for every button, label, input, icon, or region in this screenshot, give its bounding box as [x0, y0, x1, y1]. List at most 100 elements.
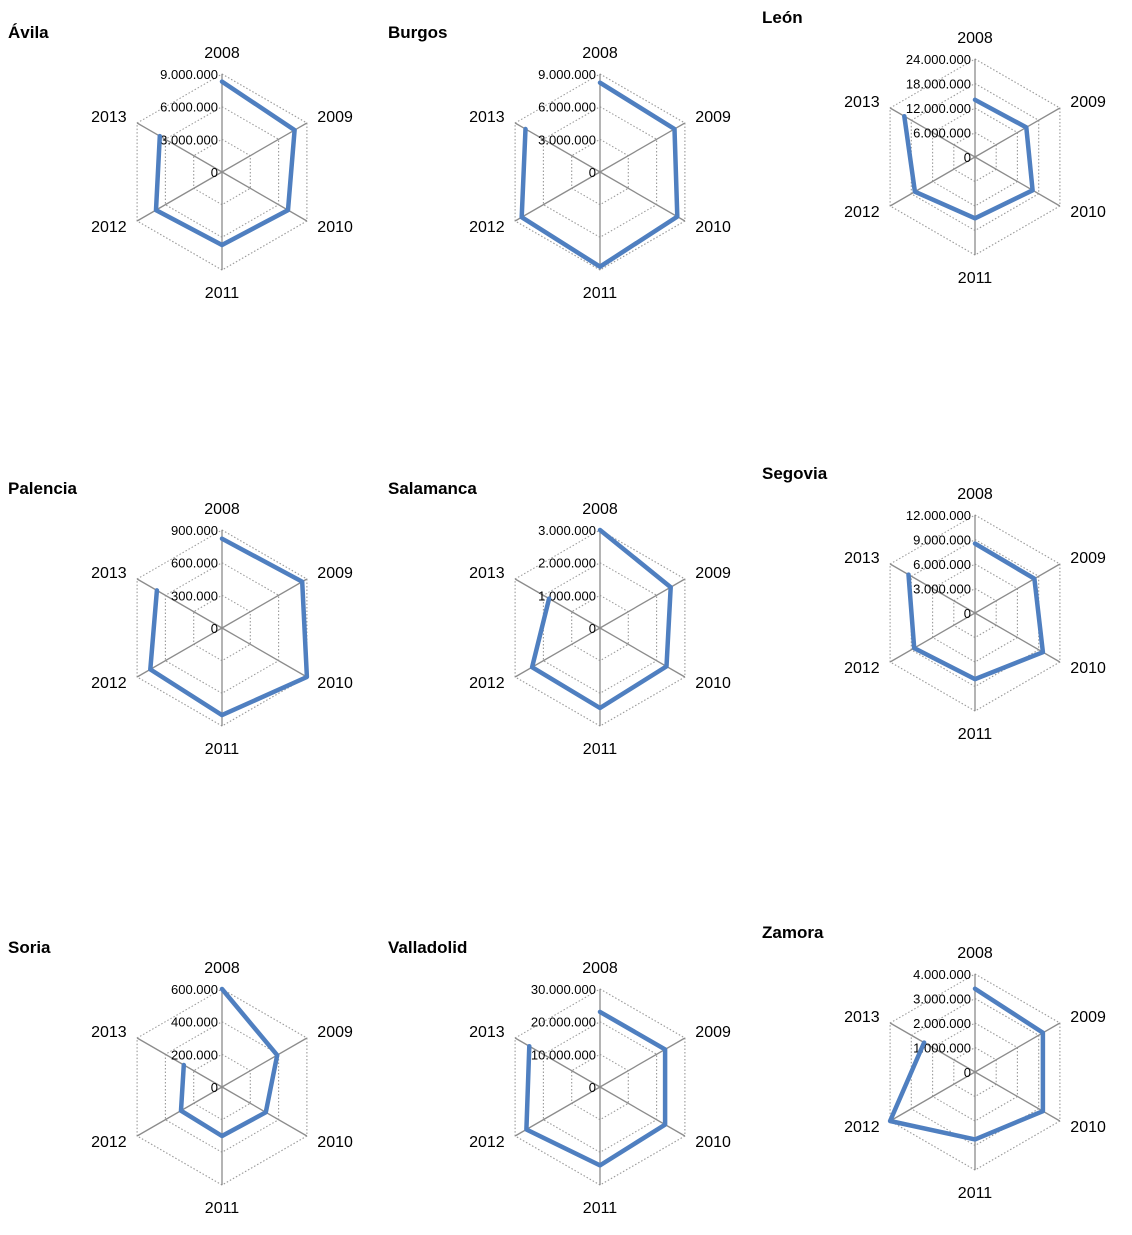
- tick-label: 4.000.000: [913, 967, 971, 982]
- tick-label: 6.000.000: [538, 100, 596, 115]
- axis-spoke: [600, 1087, 685, 1136]
- series-line: [181, 989, 277, 1136]
- axis-spoke: [515, 579, 600, 628]
- category-label: 2011: [958, 726, 993, 743]
- tick-label: 900.000: [171, 523, 218, 538]
- category-label: 2011: [205, 1200, 240, 1217]
- axis-spoke: [222, 1038, 307, 1087]
- category-label: 2013: [91, 565, 127, 582]
- tick-label: 3.000.000: [160, 132, 218, 147]
- axis-spoke: [600, 628, 685, 677]
- category-label: 2008: [582, 960, 618, 977]
- axis-spoke: [515, 172, 600, 221]
- category-label: 2009: [317, 1024, 353, 1041]
- chart-title: Zamora: [762, 923, 824, 942]
- category-label: 2008: [204, 45, 240, 62]
- category-label: 2012: [844, 660, 880, 677]
- category-label: 2011: [958, 1185, 993, 1202]
- tick-label: 600.000: [171, 982, 218, 997]
- tick-label: 30.000.000: [531, 982, 596, 997]
- radar-chart: Valladolid 0 10.000.000 20.000.000 30.000.00…: [388, 938, 731, 1217]
- chart-title: Burgos: [388, 23, 448, 42]
- chart-title: Segovia: [762, 464, 828, 483]
- axis-spoke: [137, 123, 222, 172]
- category-label: 2008: [957, 945, 993, 962]
- category-label: 2013: [91, 109, 127, 126]
- tick-label: 2.000.000: [913, 1016, 971, 1031]
- tick-label: 200.000: [171, 1047, 218, 1062]
- category-label: 2008: [957, 30, 993, 47]
- category-label: 2009: [695, 1024, 731, 1041]
- tick-label: 2.000.000: [538, 556, 596, 571]
- radar-chart: Palencia 0 300.000 600.000 900.000 2008 2009 20…: [8, 479, 353, 758]
- category-label: 2010: [1070, 1119, 1106, 1136]
- tick-label: 12.000.000: [906, 508, 971, 523]
- category-label: 2011: [583, 1200, 618, 1217]
- axis-spoke: [137, 579, 222, 628]
- category-label: 2011: [583, 741, 618, 758]
- category-label: 2012: [844, 204, 880, 221]
- chart-title: Palencia: [8, 479, 78, 498]
- tick-label: 3.000.000: [913, 992, 971, 1007]
- category-label: 2012: [91, 675, 127, 692]
- category-label: 2012: [91, 1134, 127, 1151]
- category-label: 2011: [205, 285, 240, 302]
- category-label: 2010: [317, 675, 353, 692]
- category-label: 2009: [1070, 94, 1106, 111]
- tick-label: 400.000: [171, 1015, 218, 1030]
- tick-label: 0: [211, 1080, 218, 1095]
- tick-label: 600.000: [171, 556, 218, 571]
- tick-label: 0: [589, 1080, 596, 1095]
- tick-label: 0: [589, 621, 596, 636]
- category-label: 2010: [695, 219, 731, 236]
- axis-spoke: [600, 1038, 685, 1087]
- tick-label: 6.000.000: [160, 100, 218, 115]
- category-label: 2009: [1070, 550, 1106, 567]
- category-label: 2008: [582, 501, 618, 518]
- category-label: 2013: [469, 109, 505, 126]
- category-label: 2013: [844, 1009, 880, 1026]
- radar-chart: Soria 0 200.000 400.000 600.000 2008 2009 2010 2…: [8, 938, 353, 1217]
- category-label: 2009: [695, 565, 731, 582]
- category-label: 2010: [695, 1134, 731, 1151]
- radar-chart: Zamora01.000.0002.000.0003.000.0004.000.…: [762, 923, 1106, 1202]
- tick-label: 0: [589, 165, 596, 180]
- category-label: 2010: [1070, 660, 1106, 677]
- category-label: 2008: [204, 501, 240, 518]
- tick-label: 20.000.000: [531, 1015, 596, 1030]
- tick-label: 9.000.000: [538, 67, 596, 82]
- axis-spoke: [137, 1038, 222, 1087]
- category-label: 2013: [844, 94, 880, 111]
- category-label: 2010: [317, 1134, 353, 1151]
- axis-spoke: [600, 172, 685, 221]
- tick-label: 9.000.000: [160, 67, 218, 82]
- category-label: 2011: [205, 741, 240, 758]
- category-label: 2013: [469, 1024, 505, 1041]
- tick-label: 24.000.000: [906, 52, 971, 67]
- category-label: 2011: [583, 285, 618, 302]
- category-label: 2008: [204, 960, 240, 977]
- radar-chart: Segovia03.000.0006.000.0009.000.00012.00…: [762, 464, 1106, 743]
- category-label: 2010: [317, 219, 353, 236]
- chart-title: Valladolid: [388, 938, 467, 957]
- category-label: 2008: [957, 486, 993, 503]
- tick-label: 0: [964, 606, 971, 621]
- category-label: 2010: [695, 675, 731, 692]
- tick-label: 0: [211, 621, 218, 636]
- category-label: 2011: [958, 270, 993, 287]
- category-label: 2009: [695, 109, 731, 126]
- axis-spoke: [137, 172, 222, 221]
- category-label: 2012: [469, 675, 505, 692]
- category-label: 2012: [469, 219, 505, 236]
- axis-spoke: [515, 628, 600, 677]
- tick-label: 0: [964, 150, 971, 165]
- category-label: 2013: [469, 565, 505, 582]
- radar-chart: Salamanca 0 1.000.000 2.000.000 3.000.000 200…: [388, 479, 731, 758]
- category-label: 2010: [1070, 204, 1106, 221]
- chart-title: Soria: [8, 938, 51, 957]
- axis-spoke: [222, 628, 307, 677]
- tick-label: 12.000.000: [906, 101, 971, 116]
- tick-label: 9.000.000: [913, 533, 971, 548]
- category-label: 2008: [582, 45, 618, 62]
- axis-spoke: [222, 579, 307, 628]
